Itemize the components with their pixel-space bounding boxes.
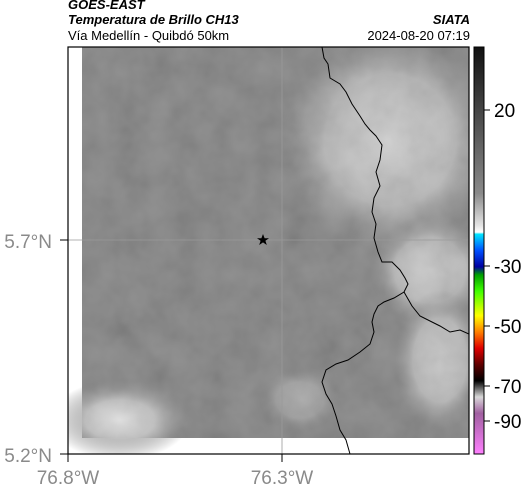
colorbar-tick-label: -90	[494, 412, 521, 433]
department-boundary	[321, 47, 409, 454]
colorbar-tick-label: 20	[494, 101, 515, 122]
satellite-image	[68, 47, 469, 454]
lon-tick-label: 76.3°W	[251, 468, 314, 489]
map-title: GOES-EAST	[68, 0, 145, 12]
lat-tick-label: 5.7°N	[4, 232, 52, 253]
star-icon	[257, 234, 269, 245]
colorbar-tick-label: -50	[494, 317, 521, 338]
colorbar-tick-label: -30	[494, 257, 521, 278]
region-name: Vía Medellín - Quibdó 50km	[68, 28, 230, 43]
map-frame	[67, 46, 470, 455]
timestamp: 2024-08-20 07:19	[367, 28, 470, 43]
lat-tick-label: 5.2°N	[4, 446, 52, 467]
colorbar: 20 -30 -50 -70 -90	[473, 46, 521, 455]
lon-tick-label: 76.8°W	[37, 468, 100, 489]
product-name: Temperatura de Brillo CH13	[68, 12, 239, 27]
organization-name: SIATA	[432, 12, 470, 27]
department-boundary	[403, 291, 469, 335]
colorbar-tick-label: -70	[494, 377, 521, 398]
